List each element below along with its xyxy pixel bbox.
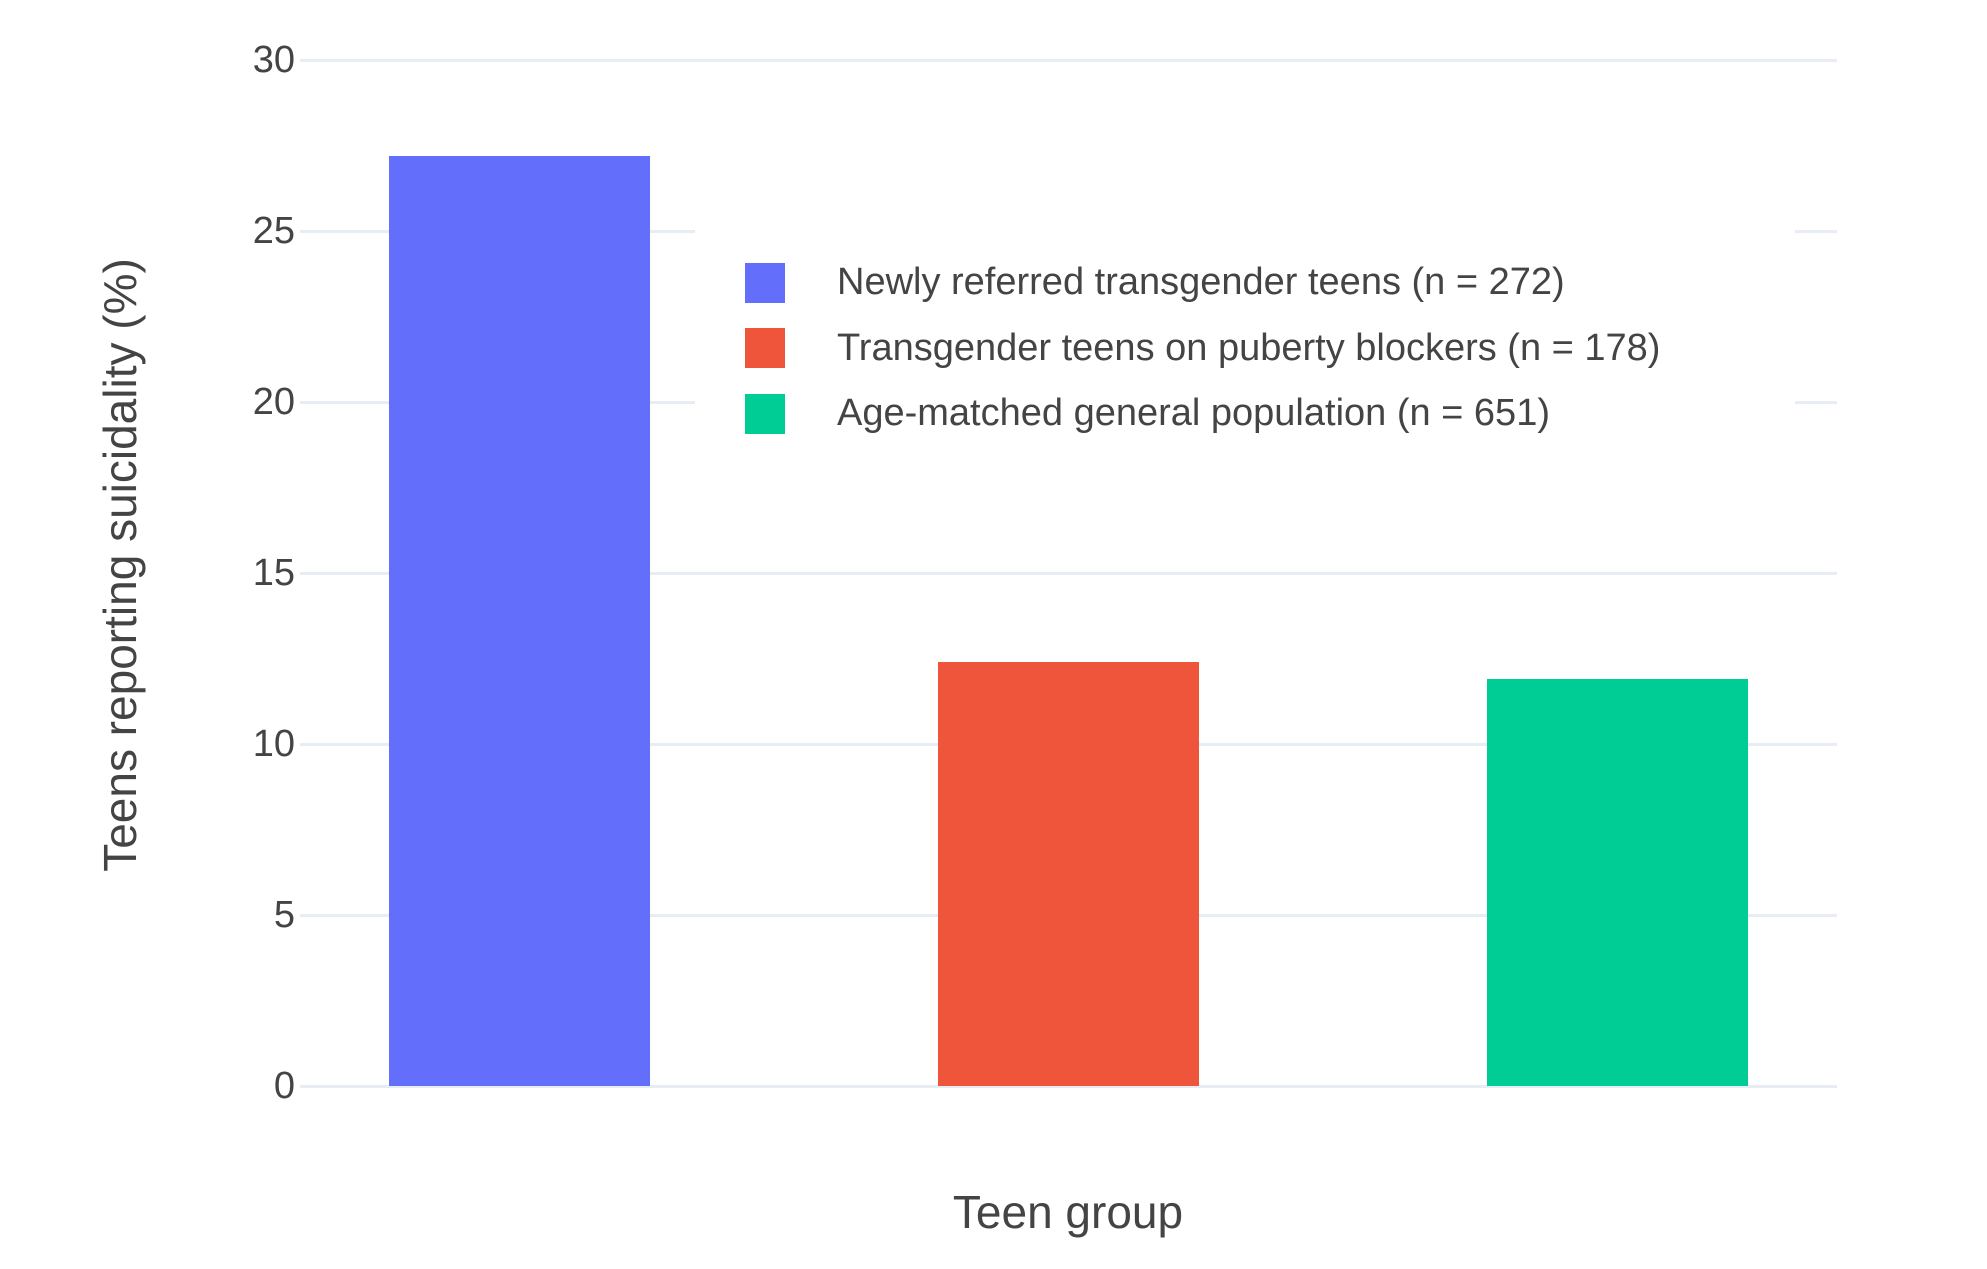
y-axis-title: Teens reporting suicidality (%): [94, 258, 146, 872]
y-tick-label: 20: [252, 381, 295, 423]
y-tick-label: 30: [252, 39, 295, 81]
legend-item-2[interactable]: Age-matched general population (n = 651): [745, 381, 1795, 447]
y-tick-label: 10: [252, 723, 295, 765]
y-tick-label: 15: [252, 552, 295, 594]
legend: Newly referred transgender teens (n = 27…: [695, 225, 1795, 462]
zero-line: [300, 1084, 1837, 1088]
legend-swatch-icon: [745, 393, 785, 434]
y-tick-label: 0: [273, 1065, 295, 1107]
legend-item-0[interactable]: Newly referred transgender teens (n = 27…: [745, 250, 1795, 316]
x-axis-title: Teen group: [952, 1186, 1184, 1238]
legend-item-1[interactable]: Transgender teens on puberty blockers (n…: [745, 316, 1795, 382]
y-tick-label: 5: [273, 894, 295, 936]
y-tick-label: 25: [252, 210, 295, 252]
bar-2: [1487, 679, 1749, 1086]
gridline: [300, 58, 1837, 62]
legend-swatch-icon: [745, 328, 785, 369]
legend-label: Age-matched general population (n = 651): [837, 392, 1550, 435]
bar-0: [388, 155, 650, 1086]
legend-label: Newly referred transgender teens (n = 27…: [837, 261, 1565, 304]
legend-swatch-icon: [745, 262, 785, 303]
bar-1: [938, 661, 1199, 1086]
gridline: [300, 571, 1837, 575]
legend-label: Transgender teens on puberty blockers (n…: [837, 326, 1661, 369]
